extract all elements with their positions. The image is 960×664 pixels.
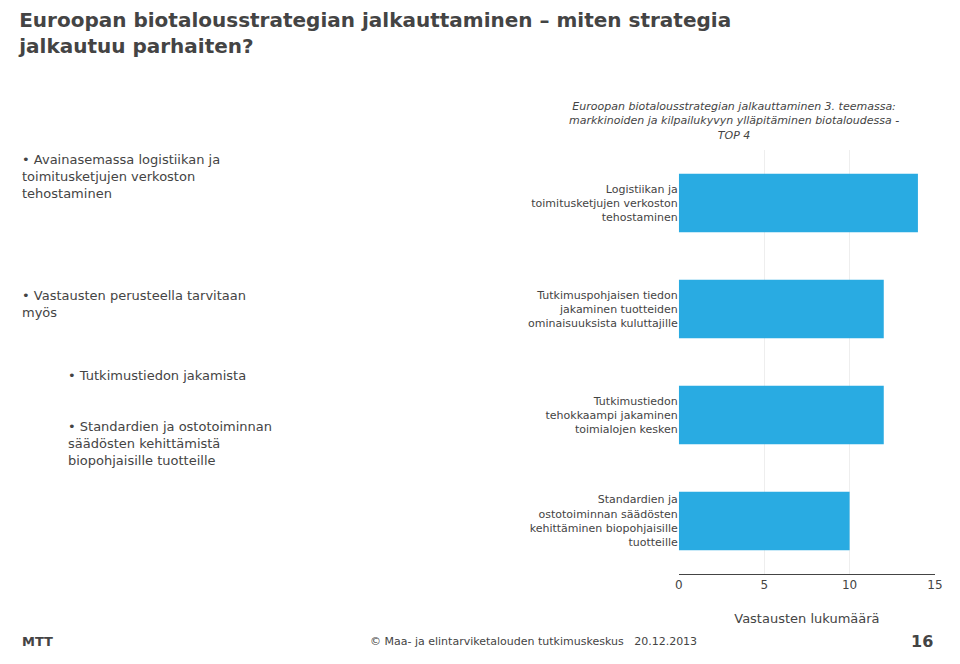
svg-text:• Vastausten perusteella tarvi: • Vastausten perusteella tarvitaanmyös bbox=[22, 288, 246, 320]
svg-text:10: 10 bbox=[842, 578, 857, 592]
svg-text:Euroopan biotalousstrategian j: Euroopan biotalousstrategian jalkauttami… bbox=[569, 100, 899, 142]
svg-text:Tutkimustiedontehokkaampi jaka: Tutkimustiedontehokkaampi jakaminentoimi… bbox=[546, 395, 678, 437]
svg-text:• Avainasemassa logistiikan ja: • Avainasemassa logistiikan jatoimituske… bbox=[22, 152, 220, 201]
svg-text:0: 0 bbox=[675, 578, 683, 592]
svg-text:• Tutkimustiedon jakamista: • Tutkimustiedon jakamista bbox=[68, 368, 246, 383]
svg-text:Vastausten lukumäärä: Vastausten lukumäärä bbox=[734, 611, 879, 626]
svg-text:Euroopan biotalousstrategian j: Euroopan biotalousstrategian jalkauttami… bbox=[18, 8, 731, 58]
svg-text:Standardien jaostotoiminnan sä: Standardien jaostotoiminnan säädöstenkeh… bbox=[530, 493, 678, 549]
svg-text:5: 5 bbox=[760, 578, 768, 592]
svg-text:15: 15 bbox=[927, 578, 942, 592]
svg-text:Logistiikan jatoimitusketjujen: Logistiikan jatoimitusketjujen verkoston… bbox=[531, 183, 678, 225]
svg-text:© Maa- ja elintarviketalouden: © Maa- ja elintarviketalouden tutkimuske… bbox=[370, 635, 697, 648]
svg-text:MTT: MTT bbox=[22, 634, 53, 649]
svg-text:Tutkimuspohjaisen tiedonjakami: Tutkimuspohjaisen tiedonjakaminen tuotte… bbox=[528, 289, 678, 331]
svg-text:16: 16 bbox=[911, 632, 933, 651]
svg-text:• Standardien ja ostotoiminnan: • Standardien ja ostotoiminnansäädösten … bbox=[68, 419, 272, 468]
